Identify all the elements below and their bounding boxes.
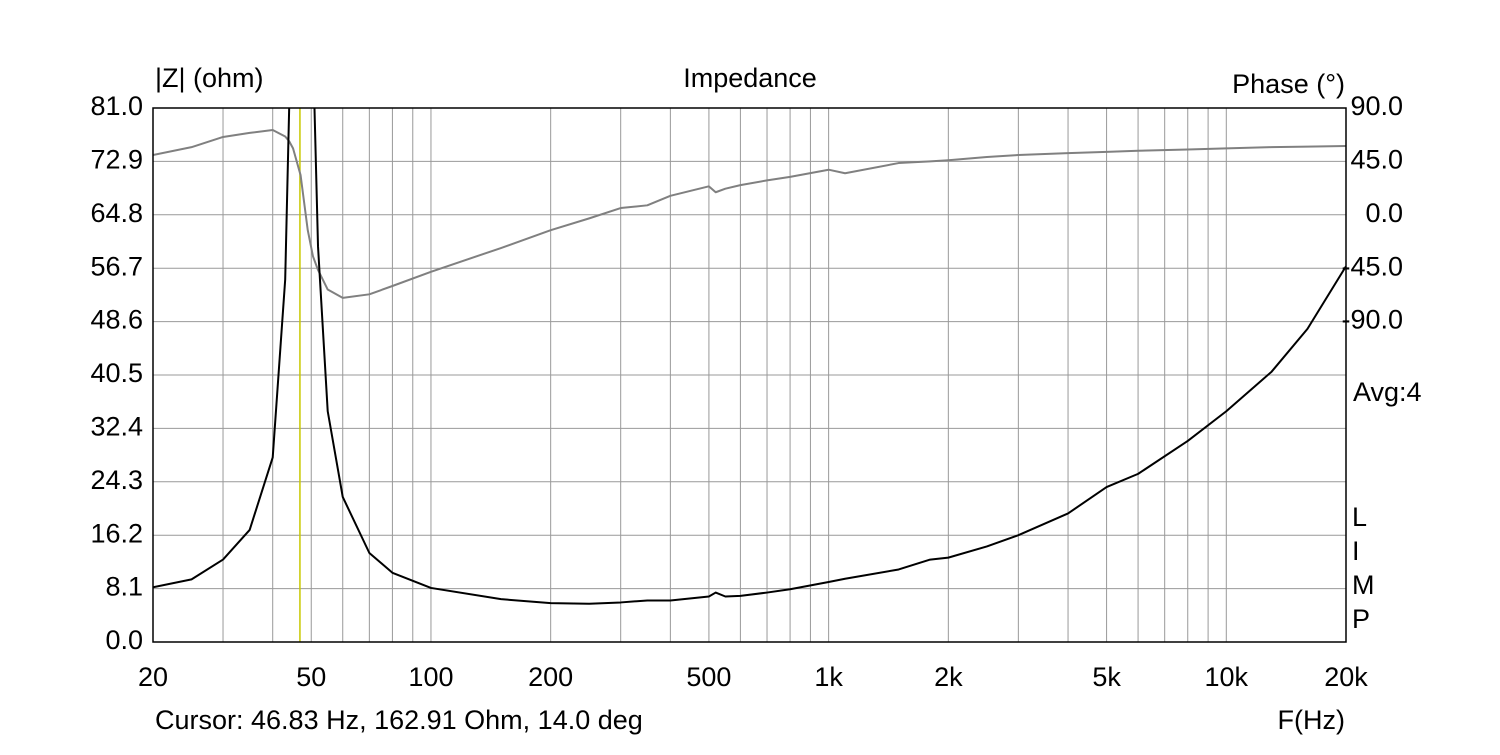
y-tick-label: 40.5 xyxy=(90,358,143,388)
x-tick-label: 50 xyxy=(296,662,326,692)
x-tick-label: 200 xyxy=(528,662,573,692)
y-tick-label: 0.0 xyxy=(105,625,143,655)
y2-axis-label: Phase (°) xyxy=(1232,69,1345,99)
x-tick-label: 10k xyxy=(1205,662,1249,692)
y-tick-label: 81.0 xyxy=(90,91,143,121)
x-tick-label: 2k xyxy=(934,662,963,692)
y-tick-label: 24.3 xyxy=(90,465,143,495)
y-tick-label: 32.4 xyxy=(90,412,143,442)
x-tick-label: 5k xyxy=(1092,662,1121,692)
plot-frame xyxy=(152,107,1347,643)
chart-title: Impedance xyxy=(683,63,817,93)
y2-tick-label: -90.0 xyxy=(1341,305,1403,335)
series-line xyxy=(153,128,1346,299)
y-tick-label: 16.2 xyxy=(90,518,143,548)
x-tick-label: 1k xyxy=(814,662,843,692)
y2-tick-label: 45.0 xyxy=(1350,145,1403,175)
y-axis-label: |Z| (ohm) xyxy=(155,63,264,93)
x-axis-label: F(Hz) xyxy=(1278,705,1345,735)
x-tick-label: 20 xyxy=(138,662,168,692)
y-tick-label: 8.1 xyxy=(105,572,143,602)
y-tick-label: 56.7 xyxy=(90,251,143,281)
x-tick-label: 100 xyxy=(408,662,453,692)
average-label: Avg:4 xyxy=(1353,377,1422,407)
x-tick-label: 500 xyxy=(686,662,731,692)
cursor-readout: Cursor: 46.83 Hz, 162.91 Ohm, 14.0 deg xyxy=(155,705,643,735)
side-label: LIMP xyxy=(1352,502,1375,634)
y-tick-label: 64.8 xyxy=(90,198,143,228)
y2-tick-label: -45.0 xyxy=(1341,251,1403,281)
y-tick-label: 72.9 xyxy=(90,145,143,175)
y-tick-label: 48.6 xyxy=(90,305,143,335)
y2-tick-label: 0.0 xyxy=(1365,198,1403,228)
series-line xyxy=(153,108,1346,605)
x-tick-label: 20k xyxy=(1324,662,1368,692)
y2-tick-label: 90.0 xyxy=(1350,91,1403,121)
